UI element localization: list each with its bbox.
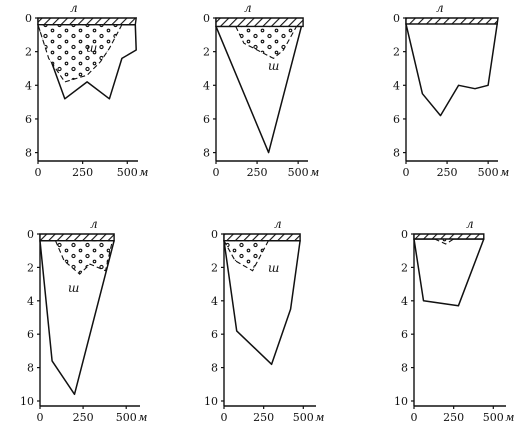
y-tick-label: 8 (401, 362, 408, 375)
x-unit-label: м (139, 166, 148, 179)
x-tick-label: 250 (443, 411, 464, 424)
y-tick-label: 2 (27, 261, 34, 274)
ice-layer (405, 17, 499, 25)
y-tick-label: 4 (401, 295, 408, 308)
y-tick-label: 2 (393, 46, 400, 59)
ice-layer (413, 233, 485, 240)
x-tick-label: 0 (411, 411, 418, 424)
x-tick-label: 0 (35, 166, 42, 179)
x-tick-label: 500 (117, 166, 138, 179)
y-tick-label: 6 (393, 113, 400, 126)
ice-label: л (90, 217, 98, 231)
y-tick-label: 10 (394, 395, 408, 408)
y-tick-label: 6 (211, 328, 218, 341)
x-tick-label: 0 (37, 411, 44, 424)
ice-layer (223, 233, 301, 242)
sludge-zone (234, 25, 298, 60)
y-tick-label: 6 (401, 328, 408, 341)
y-tick-label: 10 (20, 395, 34, 408)
y-tick-label: 2 (211, 261, 218, 274)
y-tick-label: 6 (203, 113, 210, 126)
ice-label: л (70, 1, 78, 15)
y-tick-label: 8 (203, 147, 210, 160)
ice-layer (37, 17, 138, 26)
y-tick-label: 6 (25, 113, 32, 126)
x-tick-label: 500 (288, 166, 309, 179)
y-tick-label: 0 (393, 12, 400, 25)
y-tick-label: 8 (27, 362, 34, 375)
channel-outline (413, 238, 485, 307)
y-tick-label: 0 (25, 12, 32, 25)
x-unit-label: м (310, 166, 319, 179)
x-unit-label: м (505, 411, 514, 424)
y-tick-label: 6 (27, 328, 34, 341)
y-tick-label: 10 (204, 395, 218, 408)
ice-label: л (244, 1, 252, 15)
x-tick-label: 250 (437, 166, 458, 179)
sludge-label: ш (268, 261, 279, 275)
sludge-label: ш (68, 281, 79, 295)
ice-layer (39, 233, 115, 242)
x-unit-label: м (500, 166, 509, 179)
sludge-zone (434, 238, 456, 245)
y-tick-label: 2 (401, 261, 408, 274)
x-tick-label: 500 (116, 411, 137, 424)
y-tick-label: 8 (25, 147, 32, 160)
channel-outline (405, 23, 498, 117)
y-tick-label: 0 (203, 12, 210, 25)
y-tick-label: 4 (393, 79, 400, 92)
ice-label: л (466, 217, 474, 231)
x-tick-label: 500 (483, 411, 504, 424)
x-tick-label: 250 (72, 166, 93, 179)
y-tick-label: 0 (211, 228, 218, 241)
sludge-label: ш (86, 41, 97, 55)
sludge-zone (37, 24, 123, 83)
y-tick-label: 4 (27, 295, 34, 308)
x-tick-label: 0 (221, 411, 228, 424)
ice-label: л (274, 217, 282, 231)
y-tick-label: 2 (203, 46, 210, 59)
ice-layer (215, 17, 304, 28)
x-tick-label: 0 (403, 166, 410, 179)
x-tick-label: 250 (253, 411, 274, 424)
y-tick-label: 4 (25, 79, 32, 92)
y-tick-label: 8 (393, 147, 400, 160)
x-unit-label: м (315, 411, 324, 424)
ice-label: л (436, 1, 444, 15)
y-tick-label: 0 (401, 228, 408, 241)
x-tick-label: 500 (478, 166, 499, 179)
x-tick-label: 250 (73, 411, 94, 424)
x-tick-label: 0 (213, 166, 220, 179)
x-tick-label: 250 (247, 166, 268, 179)
x-unit-label: м (138, 411, 147, 424)
y-tick-label: 4 (211, 295, 218, 308)
sludge-label: ш (268, 59, 279, 73)
x-tick-label: 500 (293, 411, 314, 424)
y-tick-label: 0 (27, 228, 34, 241)
y-tick-label: 2 (25, 46, 32, 59)
y-tick-label: 4 (203, 79, 210, 92)
y-tick-label: 8 (211, 362, 218, 375)
